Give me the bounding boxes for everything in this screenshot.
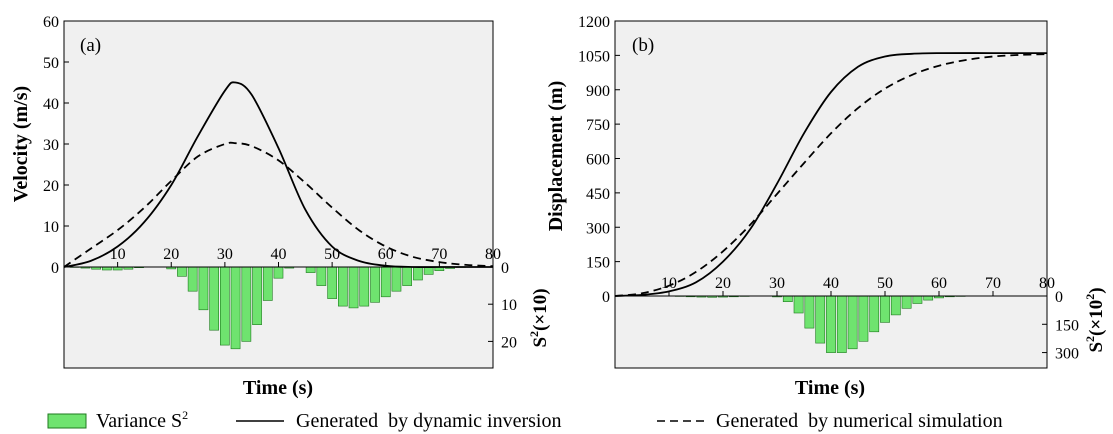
variance-bar [177, 266, 187, 277]
x-tick-label: 20 [163, 246, 179, 263]
y2-tick-label: 10 [501, 297, 517, 314]
variance-bar [869, 295, 880, 333]
variance-bar [423, 266, 434, 275]
y-tick-label: 600 [586, 152, 610, 169]
x-tick-label: 80 [485, 246, 501, 263]
variance-bar [923, 295, 934, 301]
x-axis-label-a: Time (s) [243, 377, 313, 399]
panel-label-a: (a) [80, 35, 101, 56]
variance-bar [198, 266, 209, 311]
x-tick-label: 40 [823, 275, 839, 292]
variance-bar [380, 266, 391, 298]
variance-bar [252, 266, 262, 326]
variance-bar [782, 295, 793, 302]
panel-label-b: (b) [632, 35, 654, 56]
y-axis-label-a: Velocity (m/s) [10, 86, 32, 202]
y-tick-label: 300 [586, 220, 610, 237]
legend-swatch-variance [47, 413, 87, 429]
legend-label-dynamic-inversion: Generated by dynamic inversion [296, 410, 561, 432]
y-tick-label: 750 [586, 117, 610, 134]
x-tick-label: 30 [217, 246, 233, 263]
variance-bar [912, 295, 923, 304]
variance-bar [209, 266, 220, 331]
y-tick-label: 40 [43, 96, 59, 113]
variance-bar [890, 295, 901, 316]
series-line-numerical-simulation [63, 141, 494, 268]
y-tick-label: 50 [43, 55, 59, 72]
variance-bar [901, 295, 912, 309]
variance-bar [220, 266, 230, 346]
plot-area-a [63, 20, 494, 369]
variance-bar [241, 266, 252, 342]
x-tick-label: 50 [324, 246, 340, 263]
variance-bar [187, 266, 198, 292]
variance-bar [804, 295, 815, 329]
variance-bar [391, 266, 402, 292]
x-tick-label: 80 [1039, 275, 1055, 292]
x-tick-label: 40 [271, 246, 287, 263]
y2-tick-label: 0 [1055, 289, 1063, 306]
variance-bar [337, 266, 348, 307]
y-tick-label: 20 [43, 178, 59, 195]
x-tick-label: 70 [985, 275, 1001, 292]
y2-tick-label: 300 [1055, 346, 1079, 363]
variance-bar [836, 295, 847, 353]
variance-bar [273, 266, 284, 279]
y-tick-label: 1050 [578, 48, 610, 65]
ticks-b: 0 150 300 450 600 750 900 1050 1200 10 20 30 40 50 60 7… [578, 14, 1079, 363]
y-tick-label: 1200 [578, 14, 610, 31]
y-axis-label-b: Displacement (m) [545, 81, 567, 232]
series-line-numerical-simulation [614, 53, 1048, 297]
variance-bar [793, 295, 804, 314]
y2-tick-label: 20 [501, 334, 517, 351]
variance-bar [402, 266, 413, 286]
y2-axis-label-a: S2(×10) [527, 288, 551, 347]
y-tick-label: 0 [51, 260, 59, 277]
x-tick-label: 60 [931, 275, 947, 292]
x-tick-label: 10 [110, 246, 126, 263]
x-tick-label: 60 [378, 246, 394, 263]
variance-bar [316, 266, 327, 286]
y-tick-label: 900 [586, 83, 610, 100]
y-tick-label: 450 [586, 186, 610, 203]
x-tick-label: 30 [769, 275, 785, 292]
variance-bar [230, 266, 241, 350]
x-tick-label: 70 [431, 246, 447, 263]
x-tick-label: 20 [715, 275, 731, 292]
variance-bar [880, 295, 890, 323]
y-tick-label: 150 [586, 255, 610, 272]
variance-bar [305, 266, 316, 273]
y2-axis-label-b: S2(×102) [1083, 287, 1107, 352]
variance-bar [847, 295, 858, 350]
variance-bar [327, 266, 338, 299]
y-tick-label: 60 [43, 14, 59, 31]
y-tick-label: 0 [602, 289, 610, 306]
variance-bar [858, 295, 869, 342]
variance-bar [413, 266, 423, 281]
y-tick-label: 30 [43, 137, 59, 154]
y2-tick-label: 150 [1055, 317, 1079, 334]
variance-bar [348, 266, 359, 309]
variance-bar [359, 266, 370, 307]
variance-bar [826, 295, 836, 353]
legend-label-variance: Variance S2 [96, 408, 188, 432]
y-tick-label: 10 [43, 219, 59, 236]
x-axis-label-b: Time (s) [795, 377, 865, 399]
variance-bar [815, 295, 826, 344]
legend: Variance S2 Generated by dynamic inversi… [47, 408, 1003, 432]
variance-bar [370, 266, 380, 303]
series-line-dynamic-inversion [614, 52, 1047, 297]
legend-label-numerical-simulation: Generated by numerical simulation [716, 410, 1003, 432]
x-tick-label: 10 [661, 275, 677, 292]
y2-tick-label: 0 [501, 260, 509, 277]
variance-bar [262, 266, 273, 301]
x-tick-label: 50 [877, 275, 893, 292]
